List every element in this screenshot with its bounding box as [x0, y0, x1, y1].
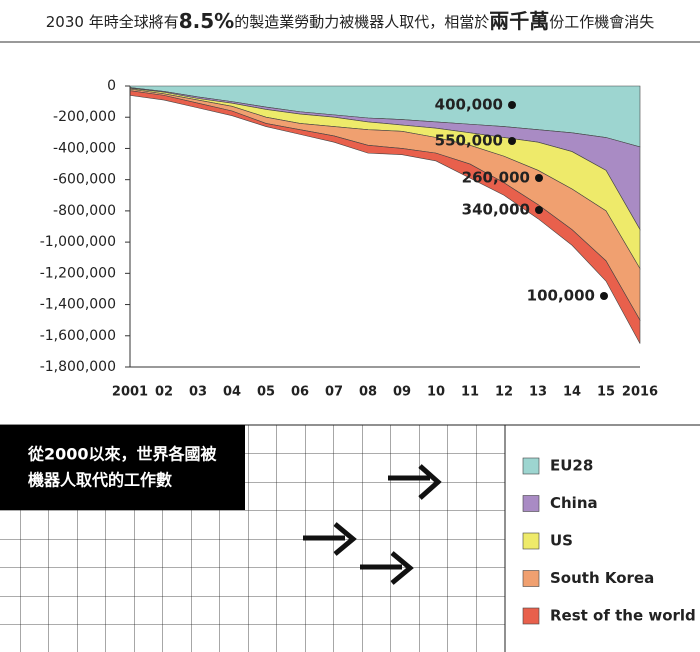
- y-tick-label: -400,000: [53, 140, 116, 156]
- annotation-dot: [535, 174, 543, 182]
- x-tick-label: 15: [597, 385, 615, 400]
- y-tick-label: -200,000: [53, 109, 116, 125]
- arrows: [303, 464, 442, 585]
- title-part: 份工作機會消失: [549, 13, 654, 31]
- x-tick-label: 12: [495, 385, 513, 400]
- x-tick-label: 02: [155, 385, 173, 400]
- y-tick-label: -600,000: [53, 172, 116, 188]
- x-tick-label: 07: [325, 385, 343, 400]
- title-part: 2030 年時全球將有: [46, 13, 179, 31]
- y-tick-label: 0: [107, 78, 116, 94]
- legend-swatch: [522, 570, 540, 587]
- x-tick-label: 14: [563, 385, 581, 400]
- annotation-dot: [508, 137, 516, 145]
- title-part: 8.5%: [179, 9, 234, 33]
- x-tick-label: 06: [291, 385, 309, 400]
- title-part: 的製造業勞動力被機器人取代，相當於: [234, 13, 489, 31]
- annotation: 260,000: [462, 169, 530, 187]
- x-tick-label: 10: [427, 385, 445, 400]
- arrow: [388, 464, 442, 500]
- x-tick-label: 08: [359, 385, 377, 400]
- y-tick-label: -1,200,000: [40, 265, 116, 281]
- legend-swatch: [522, 607, 540, 625]
- x-tick-label: 09: [393, 385, 411, 400]
- subtitle-box: [0, 425, 245, 510]
- annotation-dot: [508, 101, 516, 109]
- y-tick-label: -1,000,000: [40, 234, 116, 250]
- y-tick-label: -1,600,000: [40, 328, 116, 344]
- annotation-dot: [600, 292, 608, 300]
- x-tick-label: 13: [529, 385, 547, 400]
- y-tick-label: -1,400,000: [40, 297, 116, 313]
- area: [129, 90, 641, 344]
- arrow: [303, 522, 357, 556]
- legend-label: South Korea: [550, 569, 654, 587]
- annotation-dot: [535, 206, 543, 214]
- subtitle: 機器人取代的工作數: [28, 471, 172, 490]
- x-tick-label: 2001: [112, 385, 148, 400]
- chart-title: 2030 年時全球將有8.5%的製造業勞動力被機器人取代，相當於兩千萬份工作機會…: [46, 9, 654, 33]
- x-tick-label: 04: [223, 385, 241, 400]
- legend-swatch: [522, 532, 540, 550]
- arrow: [360, 551, 414, 585]
- legend-label: US: [550, 532, 573, 550]
- x-tick-label: 05: [257, 385, 275, 400]
- annotation: 550,000: [435, 132, 503, 150]
- x-tick-label: 11: [461, 385, 479, 400]
- legend-swatch: [522, 457, 540, 475]
- x-tick-label: 2016: [622, 385, 658, 400]
- annotation: 100,000: [527, 287, 595, 305]
- legend-label: EU28: [550, 457, 593, 475]
- y-tick-label: -800,000: [53, 203, 116, 219]
- x-tick-label: 03: [189, 385, 207, 400]
- legend-label: Rest of the world: [550, 607, 696, 625]
- y-tick-label: -1,800,000: [40, 359, 116, 375]
- annotation: 340,000: [462, 201, 530, 219]
- legend-label: China: [550, 494, 598, 512]
- annotation: 400,000: [435, 96, 503, 114]
- subtitle: 從2000以來，世界各國被: [27, 445, 218, 464]
- legend-swatch: [522, 495, 540, 512]
- title-part: 兩千萬: [489, 9, 549, 33]
